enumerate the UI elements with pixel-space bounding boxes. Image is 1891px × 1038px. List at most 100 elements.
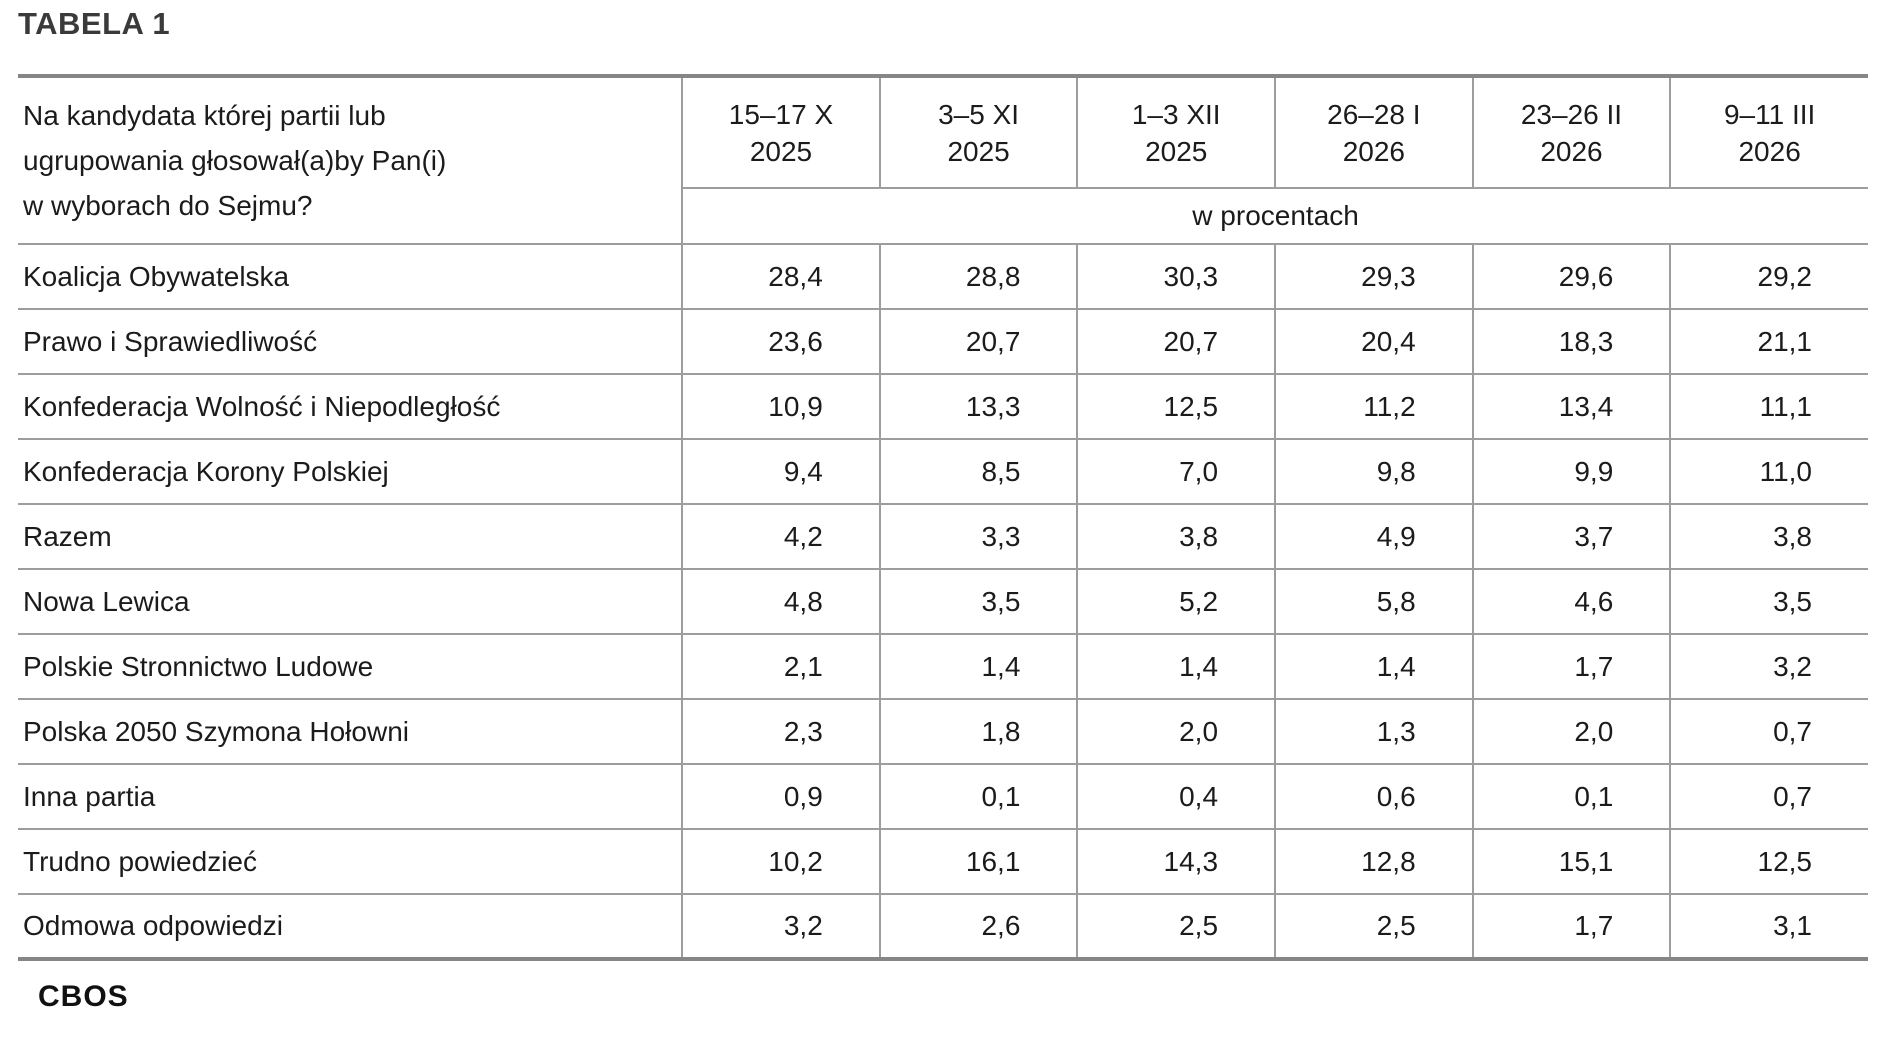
value-cell: 9,8 — [1274, 438, 1474, 505]
survey-year: 2025 — [749, 135, 813, 167]
value-cell: 1,8 — [878, 698, 1079, 765]
value-cell: 0,4 — [1076, 763, 1277, 830]
survey-year: 2026 — [1342, 135, 1405, 167]
survey-period: 1–3 XII — [1131, 98, 1221, 130]
table-row: Odmowa odpowiedzi 3,2 2,6 2,5 2,5 1,7 3,… — [18, 893, 1868, 960]
value-cell: 0,9 — [681, 763, 881, 830]
cbos-logo-text: CBOS — [38, 980, 129, 1013]
value-cell: 1,7 — [1471, 893, 1672, 960]
value-cell: 14,3 — [1076, 828, 1277, 895]
value-cell: 3,2 — [681, 893, 881, 960]
survey-period: 23–26 II — [1520, 98, 1623, 130]
value-cell: 9,9 — [1471, 438, 1672, 505]
value-cell: 3,8 — [1076, 503, 1277, 570]
value-cell: 29,3 — [1274, 243, 1474, 310]
value-cell: 23,6 — [681, 308, 881, 375]
value-cell: 2,3 — [681, 698, 881, 765]
table-row: Razem 4,2 3,3 3,8 4,9 3,7 3,8 — [18, 503, 1868, 570]
value-cell: 10,2 — [681, 828, 881, 895]
value-cell: 0,7 — [1669, 698, 1868, 765]
party-label: Trudno powiedzieć — [18, 828, 684, 895]
value-cell: 2,5 — [1076, 893, 1277, 960]
value-cell: 5,8 — [1274, 568, 1474, 635]
value-cell: 16,1 — [878, 828, 1079, 895]
party-label: Inna partia — [18, 763, 684, 830]
value-cell: 20,7 — [1076, 308, 1277, 375]
value-cell: 3,5 — [1669, 568, 1868, 635]
column-header-survey-date-3: 1–3 XII 2025 — [1076, 75, 1277, 189]
value-cell: 30,3 — [1076, 243, 1277, 310]
value-cell: 13,4 — [1471, 373, 1672, 440]
table-title: TABELA 1 — [18, 6, 171, 41]
value-cell: 1,4 — [1274, 633, 1474, 700]
value-cell: 8,5 — [878, 438, 1079, 505]
survey-year: 2025 — [1145, 135, 1208, 167]
value-cell: 4,9 — [1274, 503, 1474, 570]
value-cell: 29,2 — [1669, 243, 1868, 310]
survey-year: 2026 — [1540, 135, 1603, 167]
value-cell: 5,2 — [1076, 568, 1277, 635]
poll-results-table: Na kandydata której partii lub ugrupowan… — [18, 74, 1868, 961]
value-cell: 3,1 — [1669, 893, 1868, 960]
question-line-1: Na kandydata której partii lub — [23, 100, 386, 131]
question-line-2: ugrupowania głosował(a)by Pan(i) — [23, 145, 447, 176]
value-cell: 12,8 — [1274, 828, 1474, 895]
table-row: Nowa Lewica 4,8 3,5 5,2 5,8 4,6 3,5 — [18, 568, 1868, 635]
value-cell: 28,4 — [681, 243, 881, 310]
table-row: Koalicja Obywatelska 28,4 28,8 30,3 29,3… — [18, 243, 1868, 310]
units-header-row: w procentach — [18, 187, 1868, 245]
survey-period: 3–5 XI — [938, 98, 1020, 130]
party-label: Polska 2050 Szymona Hołowni — [18, 698, 684, 765]
party-label: Odmowa odpowiedzi — [18, 893, 684, 960]
party-label: Prawo i Sprawiedliwość — [18, 308, 684, 375]
value-cell: 2,5 — [1274, 893, 1474, 960]
value-cell: 4,8 — [681, 568, 881, 635]
value-cell: 9,4 — [681, 438, 881, 505]
survey-dates-header-row: Na kandydata której partii lub ugrupowan… — [18, 75, 1868, 245]
value-cell: 20,4 — [1274, 308, 1474, 375]
column-header-survey-date-4: 26–28 I 2026 — [1274, 75, 1474, 189]
survey-year: 2026 — [1738, 135, 1801, 167]
value-cell: 3,3 — [878, 503, 1079, 570]
value-cell: 0,6 — [1274, 763, 1474, 830]
value-cell: 2,0 — [1076, 698, 1277, 765]
value-cell: 28,8 — [878, 243, 1079, 310]
value-cell: 0,1 — [878, 763, 1079, 830]
value-cell: 0,1 — [1471, 763, 1672, 830]
table-row: Polskie Stronnictwo Ludowe 2,1 1,4 1,4 1… — [18, 633, 1868, 700]
question-cell: Na kandydata której partii lub ugrupowan… — [18, 75, 684, 245]
value-cell: 11,1 — [1669, 373, 1868, 440]
party-label: Razem — [18, 503, 684, 570]
value-cell: 2,0 — [1471, 698, 1672, 765]
column-header-survey-date-6: 9–11 III 2026 — [1669, 75, 1868, 189]
table-row: Trudno powiedzieć 10,2 16,1 14,3 12,8 15… — [18, 828, 1868, 895]
table-row: Konfederacja Korony Polskiej 9,4 8,5 7,0… — [18, 438, 1868, 505]
table-row: Konfederacja Wolność i Niepodległość 10,… — [18, 373, 1868, 440]
value-cell: 10,9 — [681, 373, 881, 440]
value-cell: 20,7 — [878, 308, 1079, 375]
value-cell: 3,2 — [1669, 633, 1868, 700]
value-cell: 11,0 — [1669, 438, 1868, 505]
table-row: Inna partia 0,9 0,1 0,4 0,6 0,1 0,7 — [18, 763, 1868, 830]
survey-period: 9–11 III — [1723, 98, 1816, 130]
value-cell: 2,1 — [681, 633, 881, 700]
value-cell: 4,6 — [1471, 568, 1672, 635]
survey-period: 15–17 X — [728, 98, 834, 130]
value-cell: 1,4 — [878, 633, 1079, 700]
value-cell: 4,2 — [681, 503, 881, 570]
value-cell: 18,3 — [1471, 308, 1672, 375]
survey-period: 26–28 I — [1327, 98, 1421, 130]
units-subheader: w procentach — [682, 187, 1868, 245]
value-cell: 3,7 — [1471, 503, 1672, 570]
value-cell: 15,1 — [1471, 828, 1672, 895]
value-cell: 12,5 — [1669, 828, 1868, 895]
value-cell: 13,3 — [878, 373, 1079, 440]
value-cell: 11,2 — [1274, 373, 1474, 440]
party-label: Nowa Lewica — [18, 568, 684, 635]
value-cell: 21,1 — [1669, 308, 1868, 375]
party-label: Polskie Stronnictwo Ludowe — [18, 633, 684, 700]
value-cell: 1,4 — [1076, 633, 1277, 700]
party-label: Konfederacja Wolność i Niepodległość — [18, 373, 684, 440]
table-row: Prawo i Sprawiedliwość 23,6 20,7 20,7 20… — [18, 308, 1868, 375]
